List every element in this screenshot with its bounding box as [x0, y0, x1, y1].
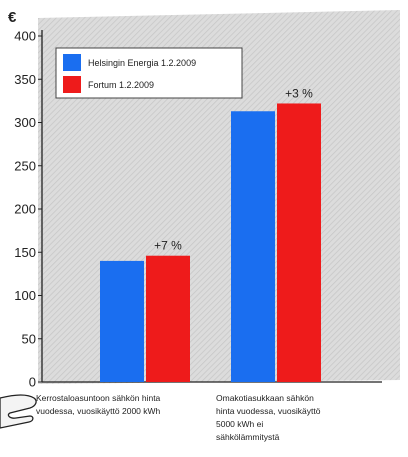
y-tick-label: 250: [14, 158, 36, 173]
hand-illustration: [0, 394, 37, 429]
bar-helsingin-energia-1-2-2009-2: [231, 111, 275, 382]
y-tick-label: 50: [22, 331, 36, 346]
bar-fortum-1-2-2009-2: [277, 103, 321, 382]
increase-annotation: +3 %: [285, 86, 313, 100]
legend-swatch-fortum: [63, 76, 81, 93]
legend-box: [55, 47, 243, 99]
bar-fortum-1-2-2009-1: [146, 255, 190, 382]
y-tick-label: 200: [14, 202, 36, 217]
category-label: vuodessa, vuosikäyttö 2000 kWh: [36, 406, 161, 416]
y-tick-label: 0: [29, 375, 36, 390]
category-label: Kerrostaloasuntoon sähkön hinta: [36, 393, 161, 403]
y-tick-label: 150: [14, 245, 36, 260]
increase-annotation: +7 %: [154, 239, 182, 253]
y-tick-label: 100: [14, 288, 36, 303]
category-label: hinta vuodessa, vuosikäyttö: [216, 406, 321, 416]
y-tick-label: 400: [14, 29, 36, 44]
category-label: 5000 kWh ei: [216, 419, 263, 429]
category-label: sähkölämmitystä: [216, 432, 280, 442]
legend-label-helsingin-energia: Helsingin Energia 1.2.2009: [88, 58, 196, 68]
y-tick-label: 350: [14, 72, 36, 87]
legend-swatch-helsingin-energia: [63, 54, 81, 71]
bar-helsingin-energia-1-2-2009-1: [100, 260, 144, 382]
legend-label-fortum: Fortum 1.2.2009: [88, 80, 154, 90]
category-label: Omakotiasukkaan sähkön: [216, 393, 314, 403]
y-tick-label: 300: [14, 115, 36, 130]
y-axis-unit: €: [8, 9, 17, 26]
legend: Helsingin Energia 1.2.2009 Fortum 1.2.20…: [55, 47, 243, 99]
